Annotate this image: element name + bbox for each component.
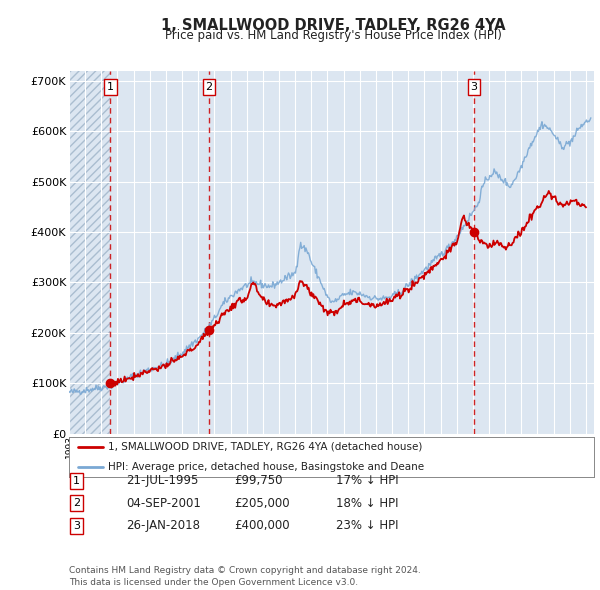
- Text: 23% ↓ HPI: 23% ↓ HPI: [336, 519, 398, 532]
- Text: 1: 1: [107, 82, 114, 92]
- Text: 1, SMALLWOOD DRIVE, TADLEY, RG26 4YA: 1, SMALLWOOD DRIVE, TADLEY, RG26 4YA: [161, 18, 505, 32]
- Text: HPI: Average price, detached house, Basingstoke and Deane: HPI: Average price, detached house, Basi…: [109, 462, 425, 471]
- Text: £400,000: £400,000: [234, 519, 290, 532]
- Text: 1, SMALLWOOD DRIVE, TADLEY, RG26 4YA (detached house): 1, SMALLWOOD DRIVE, TADLEY, RG26 4YA (de…: [109, 442, 423, 451]
- Text: 17% ↓ HPI: 17% ↓ HPI: [336, 474, 398, 487]
- Bar: [69, 71, 110, 434]
- Text: 1: 1: [73, 476, 80, 486]
- Text: 26-JAN-2018: 26-JAN-2018: [126, 519, 200, 532]
- Text: £99,750: £99,750: [234, 474, 283, 487]
- Text: 2: 2: [73, 499, 80, 508]
- Text: 3: 3: [470, 82, 478, 92]
- Text: Contains HM Land Registry data © Crown copyright and database right 2024.
This d: Contains HM Land Registry data © Crown c…: [69, 566, 421, 587]
- Text: £205,000: £205,000: [234, 497, 290, 510]
- Text: 21-JUL-1995: 21-JUL-1995: [126, 474, 199, 487]
- Text: Price paid vs. HM Land Registry's House Price Index (HPI): Price paid vs. HM Land Registry's House …: [164, 30, 502, 42]
- Text: 18% ↓ HPI: 18% ↓ HPI: [336, 497, 398, 510]
- Text: 2: 2: [206, 82, 212, 92]
- Text: 3: 3: [73, 521, 80, 530]
- Text: 04-SEP-2001: 04-SEP-2001: [126, 497, 201, 510]
